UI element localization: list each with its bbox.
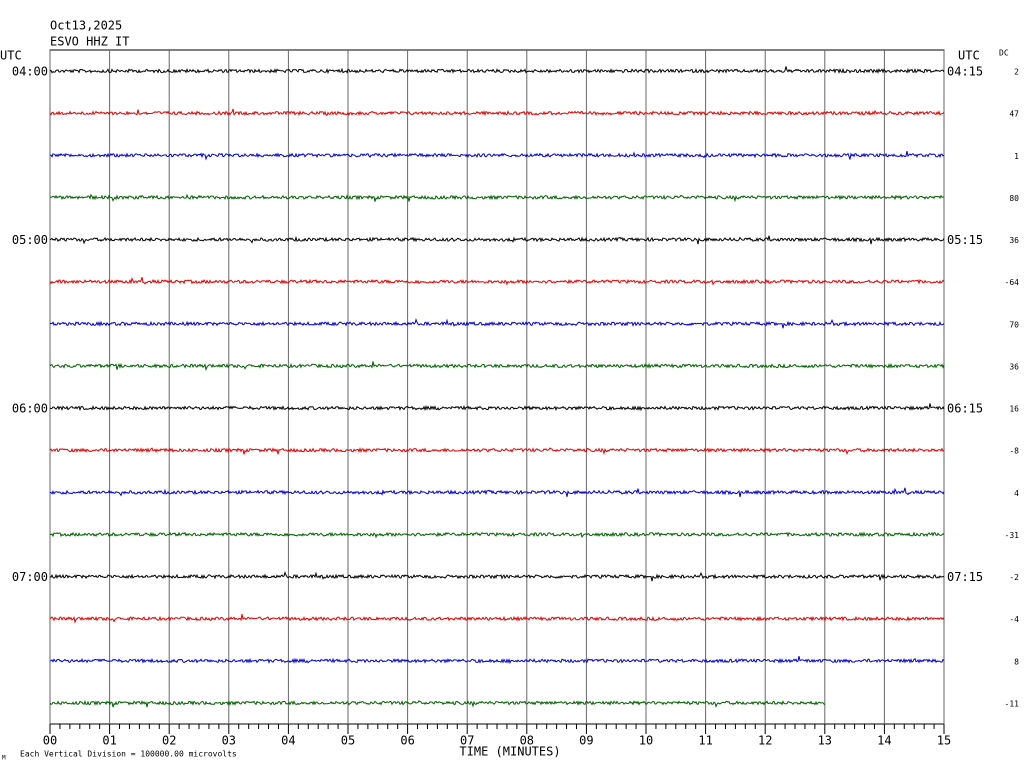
trace bbox=[49, 193, 945, 203]
dc-value: 4 bbox=[1014, 489, 1019, 498]
trace bbox=[49, 361, 945, 372]
trace bbox=[49, 66, 945, 75]
dc-value: 47 bbox=[1009, 110, 1019, 119]
chart-title: Oct13,2025 bbox=[50, 19, 122, 33]
trace bbox=[49, 151, 945, 161]
x-tick-label: 14 bbox=[877, 734, 891, 748]
dc-value: -31 bbox=[1005, 531, 1020, 540]
x-tick-label: 00 bbox=[43, 734, 57, 748]
left-axis-label: UTC bbox=[0, 49, 22, 63]
dc-value: 70 bbox=[1009, 320, 1019, 329]
trace bbox=[49, 235, 945, 245]
x-axis-label: TIME (MINUTES) bbox=[459, 745, 560, 759]
x-tick-label: 09 bbox=[579, 734, 593, 748]
dc-value: 8 bbox=[1014, 657, 1019, 666]
trace bbox=[49, 614, 945, 624]
right-time-label: 07:15 bbox=[947, 570, 983, 584]
x-tick-label: 15 bbox=[937, 734, 951, 748]
x-tick-label: 10 bbox=[639, 734, 653, 748]
x-tick-label: 08 bbox=[520, 734, 534, 748]
trace bbox=[49, 699, 826, 708]
left-time-label: 06:00 bbox=[12, 402, 48, 416]
right-axis-label: UTC bbox=[958, 49, 980, 63]
left-time-label: 05:00 bbox=[12, 233, 48, 247]
dc-label: DC bbox=[999, 49, 1009, 58]
trace bbox=[49, 403, 945, 412]
dc-value: 36 bbox=[1009, 362, 1019, 371]
dc-value: 80 bbox=[1009, 194, 1019, 203]
right-time-label: 06:15 bbox=[947, 402, 983, 416]
x-tick-label: 02 bbox=[162, 734, 176, 748]
x-tick-label: 11 bbox=[698, 734, 712, 748]
x-tick-label: 13 bbox=[818, 734, 832, 748]
dc-value: 36 bbox=[1009, 236, 1019, 245]
trace bbox=[49, 487, 945, 498]
trace bbox=[49, 447, 945, 456]
x-tick-label: 01 bbox=[102, 734, 116, 748]
trace bbox=[49, 318, 945, 329]
logo: M bbox=[2, 755, 6, 762]
x-tick-label: 07 bbox=[460, 734, 474, 748]
dc-value: 16 bbox=[1009, 405, 1019, 414]
dc-value: -11 bbox=[1005, 699, 1020, 708]
left-time-label: 04:00 bbox=[12, 65, 48, 79]
dc-value: 2 bbox=[1014, 68, 1019, 77]
x-tick-label: 06 bbox=[400, 734, 414, 748]
left-time-label: 07:00 bbox=[12, 570, 48, 584]
x-tick-label: 05 bbox=[341, 734, 355, 748]
trace bbox=[49, 276, 945, 286]
dc-value: -8 bbox=[1009, 447, 1019, 456]
right-time-label: 05:15 bbox=[947, 233, 983, 247]
trace bbox=[49, 531, 945, 539]
x-tick-label: 12 bbox=[758, 734, 772, 748]
chart-subtitle: ESVO HHZ IT bbox=[50, 35, 129, 49]
dc-value: -4 bbox=[1009, 615, 1019, 624]
trace bbox=[49, 570, 945, 582]
dc-value: -64 bbox=[1005, 278, 1020, 287]
trace bbox=[49, 108, 945, 117]
dc-value: -2 bbox=[1009, 573, 1019, 582]
dc-value: 1 bbox=[1014, 152, 1019, 161]
scale-note: Each Vertical Division = 100000.00 micro… bbox=[20, 750, 237, 759]
x-tick-label: 04 bbox=[281, 734, 295, 748]
trace bbox=[49, 655, 945, 665]
x-tick-label: 03 bbox=[222, 734, 236, 748]
right-time-label: 04:15 bbox=[947, 65, 983, 79]
